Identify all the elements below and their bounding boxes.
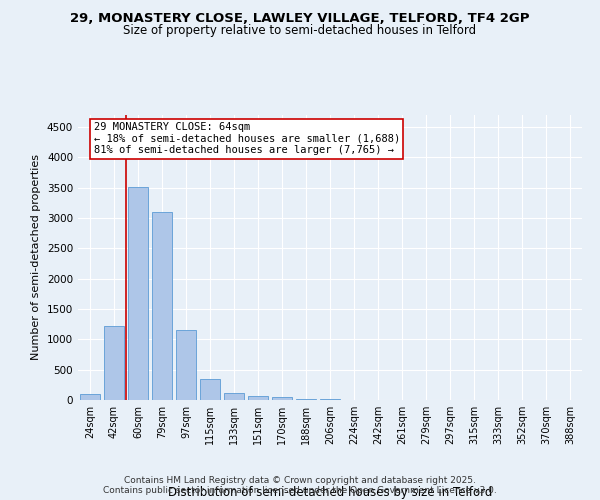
Text: Size of property relative to semi-detached houses in Telford: Size of property relative to semi-detach… [124, 24, 476, 37]
X-axis label: Distribution of semi-detached houses by size in Telford: Distribution of semi-detached houses by … [168, 486, 492, 499]
Bar [296, 399, 316, 400]
Text: 29 MONASTERY CLOSE: 64sqm
← 18% of semi-detached houses are smaller (1,688)
81% : 29 MONASTERY CLOSE: 64sqm ← 18% of semi-… [94, 122, 400, 156]
Y-axis label: Number of semi-detached properties: Number of semi-detached properties [31, 154, 41, 360]
Text: 29, MONASTERY CLOSE, LAWLEY VILLAGE, TELFORD, TF4 2GP: 29, MONASTERY CLOSE, LAWLEY VILLAGE, TEL… [70, 12, 530, 26]
Text: Contains HM Land Registry data © Crown copyright and database right 2025.
Contai: Contains HM Land Registry data © Crown c… [103, 476, 497, 495]
Bar [152, 212, 172, 400]
Bar [248, 396, 268, 400]
Bar [80, 394, 100, 400]
Bar [224, 392, 244, 400]
Bar [272, 398, 292, 400]
Bar [128, 186, 148, 400]
Bar [200, 379, 220, 400]
Bar [176, 330, 196, 400]
Bar [104, 326, 124, 400]
